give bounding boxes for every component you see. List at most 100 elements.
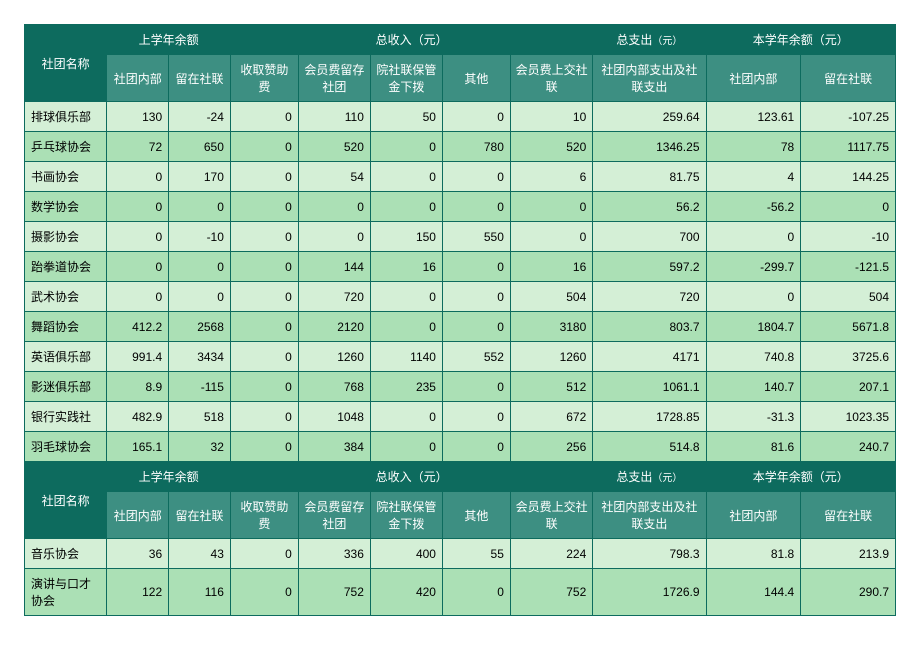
cell-value: 520 — [298, 132, 370, 162]
col-name: 社团名称 — [25, 25, 107, 102]
col-other: 其他 — [442, 492, 510, 539]
cell-value: -10 — [801, 222, 896, 252]
cell-value: 0 — [230, 282, 298, 312]
table-row: 音乐协会3643033640055224798.381.8213.9 — [25, 539, 896, 569]
cell-value: 0 — [230, 132, 298, 162]
table-row: 武术协会000720005047200504 — [25, 282, 896, 312]
cell-name: 乒乓球协会 — [25, 132, 107, 162]
cell-value: 1260 — [510, 342, 592, 372]
cell-value: 400 — [370, 539, 442, 569]
col-curr-balance: 本学年余额（元） — [706, 462, 896, 492]
cell-value: 1260 — [298, 342, 370, 372]
col-union-deposit: 院社联保管金下拨 — [370, 55, 442, 102]
cell-value: 235 — [370, 372, 442, 402]
cell-value: 0 — [442, 282, 510, 312]
cell-value: 780 — [442, 132, 510, 162]
cell-value: 122 — [107, 569, 169, 616]
table-row: 书画协会017005400681.754144.25 — [25, 162, 896, 192]
col-total-income: 总收入（元） — [230, 25, 592, 55]
cell-value: 504 — [801, 282, 896, 312]
cell-value: 0 — [370, 192, 442, 222]
cell-value: 0 — [370, 282, 442, 312]
cell-value: 144.4 — [706, 569, 801, 616]
club-finance-table: 社团名称上学年余额总收入（元）总支出（元）本学年余额（元）社团内部留在社联收取赞… — [24, 24, 896, 616]
cell-value: -107.25 — [801, 102, 896, 132]
cell-value: 514.8 — [593, 432, 706, 462]
cell-value: 55 — [442, 539, 510, 569]
cell-value: 0 — [442, 312, 510, 342]
cell-value: 0 — [442, 372, 510, 402]
cell-value: 207.1 — [801, 372, 896, 402]
cell-value: 81.75 — [593, 162, 706, 192]
cell-value: 336 — [298, 539, 370, 569]
col-prev-internal: 社团内部 — [107, 55, 169, 102]
cell-value: -31.3 — [706, 402, 801, 432]
cell-value: -56.2 — [706, 192, 801, 222]
col-prev-balance: 上学年余额 — [107, 462, 231, 492]
cell-value: 4171 — [593, 342, 706, 372]
cell-value: 0 — [230, 569, 298, 616]
col-curr-union: 留在社联 — [801, 55, 896, 102]
cell-value: 597.2 — [593, 252, 706, 282]
cell-value: 0 — [706, 222, 801, 252]
cell-value: 518 — [169, 402, 231, 432]
cell-value: 991.4 — [107, 342, 169, 372]
cell-value: 56.2 — [593, 192, 706, 222]
cell-name: 英语俱乐部 — [25, 342, 107, 372]
table-row: 数学协会000000056.2-56.20 — [25, 192, 896, 222]
cell-value: 240.7 — [801, 432, 896, 462]
cell-name: 数学协会 — [25, 192, 107, 222]
cell-value: 5671.8 — [801, 312, 896, 342]
table-row: 影迷俱乐部8.9-115076823505121061.1140.7207.1 — [25, 372, 896, 402]
cell-value: 1346.25 — [593, 132, 706, 162]
cell-value: 0 — [230, 539, 298, 569]
col-curr-internal: 社团内部 — [706, 492, 801, 539]
cell-value: 290.7 — [801, 569, 896, 616]
cell-name: 摄影协会 — [25, 222, 107, 252]
table-row: 摄影协会0-100015055007000-10 — [25, 222, 896, 252]
cell-value: 2568 — [169, 312, 231, 342]
col-expense-both: 社团内部支出及社联支出 — [593, 55, 706, 102]
cell-value: 420 — [370, 569, 442, 616]
cell-value: 0 — [442, 192, 510, 222]
cell-value: 165.1 — [107, 432, 169, 462]
cell-value: 0 — [510, 192, 592, 222]
table-row: 乒乓球协会72650052007805201346.25781117.75 — [25, 132, 896, 162]
cell-value: 32 — [169, 432, 231, 462]
col-fee-keep: 会员费留存社团 — [298, 492, 370, 539]
cell-name: 演讲与口才协会 — [25, 569, 107, 616]
cell-value: 700 — [593, 222, 706, 252]
col-name: 社团名称 — [25, 462, 107, 539]
cell-value: 50 — [370, 102, 442, 132]
cell-value: 81.8 — [706, 539, 801, 569]
cell-name: 书画协会 — [25, 162, 107, 192]
cell-value: 54 — [298, 162, 370, 192]
cell-value: 0 — [107, 222, 169, 252]
cell-value: 740.8 — [706, 342, 801, 372]
cell-name: 舞蹈协会 — [25, 312, 107, 342]
cell-value: 6 — [510, 162, 592, 192]
cell-value: 0 — [370, 162, 442, 192]
cell-name: 银行实践社 — [25, 402, 107, 432]
cell-value: -10 — [169, 222, 231, 252]
cell-value: 0 — [442, 569, 510, 616]
cell-value: 0 — [107, 162, 169, 192]
cell-value: 0 — [370, 312, 442, 342]
cell-value: 0 — [801, 192, 896, 222]
col-total-income: 总收入（元） — [230, 462, 592, 492]
cell-value: 110 — [298, 102, 370, 132]
cell-value: 752 — [298, 569, 370, 616]
cell-value: 72 — [107, 132, 169, 162]
cell-name: 排球俱乐部 — [25, 102, 107, 132]
cell-value: 0 — [230, 402, 298, 432]
cell-value: 116 — [169, 569, 231, 616]
cell-value: -24 — [169, 102, 231, 132]
cell-value: 0 — [169, 192, 231, 222]
cell-value: 78 — [706, 132, 801, 162]
col-curr-balance: 本学年余额（元） — [706, 25, 896, 55]
cell-value: 8.9 — [107, 372, 169, 402]
cell-value: 1804.7 — [706, 312, 801, 342]
cell-value: 2120 — [298, 312, 370, 342]
cell-value: -115 — [169, 372, 231, 402]
cell-value: 512 — [510, 372, 592, 402]
